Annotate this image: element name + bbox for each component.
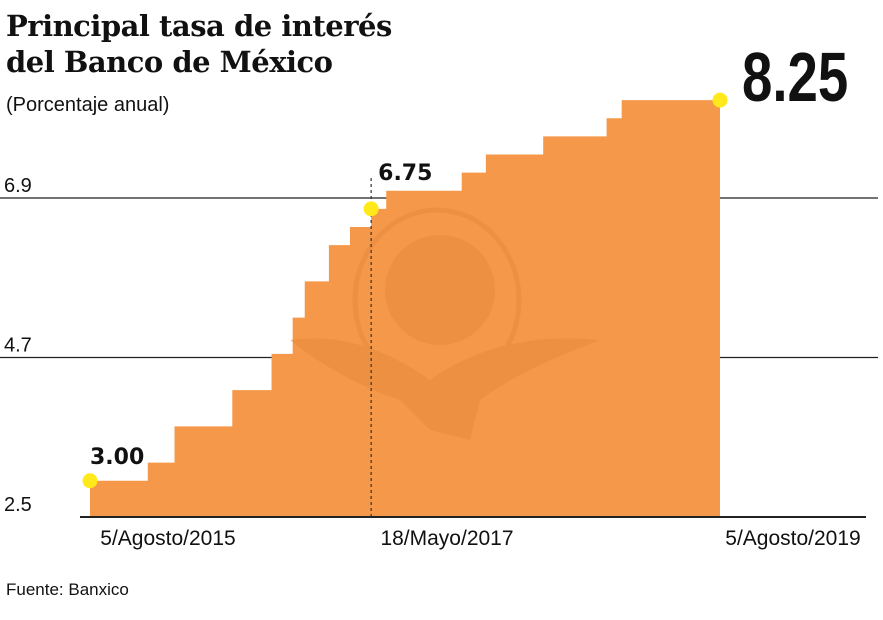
chart-subtitle: (Porcentaje anual) — [6, 94, 170, 116]
rate-step — [622, 100, 720, 517]
annotation-marker — [712, 92, 728, 108]
rate-step — [232, 390, 271, 517]
rate-step — [90, 481, 148, 517]
x-tick-label: 5/Agosto/2015 — [100, 527, 235, 550]
annotation-label: 3.00 — [90, 445, 144, 470]
y-tick-label: 4.7 — [4, 335, 32, 357]
rate-step — [272, 354, 293, 517]
chart-title: Principal tasa de interés del Banco de Mé… — [6, 8, 392, 80]
rate-step — [148, 463, 175, 517]
banxico-eagle-watermark — [290, 207, 600, 440]
rate-step — [329, 245, 350, 517]
title-line-1: Principal tasa de interés — [6, 9, 392, 43]
rate-step — [607, 118, 622, 517]
source-note: Fuente: Banxico — [6, 580, 129, 599]
title-line-2: del Banco de México — [6, 45, 333, 79]
rate-step — [175, 426, 233, 517]
annotation-marker — [363, 201, 379, 217]
x-tick-label: 18/Mayo/2017 — [380, 527, 513, 550]
annotation-label: 6.75 — [378, 161, 432, 186]
y-tick-label: 6.9 — [4, 175, 32, 197]
annotation-label-large: 8.25 — [742, 39, 848, 117]
x-tick-label: 5/Agosto/2019 — [725, 527, 860, 550]
rate-step — [305, 281, 329, 517]
y-tick-label: 2.5 — [4, 494, 32, 516]
rate-step — [543, 136, 606, 517]
annotation-marker — [82, 473, 98, 489]
